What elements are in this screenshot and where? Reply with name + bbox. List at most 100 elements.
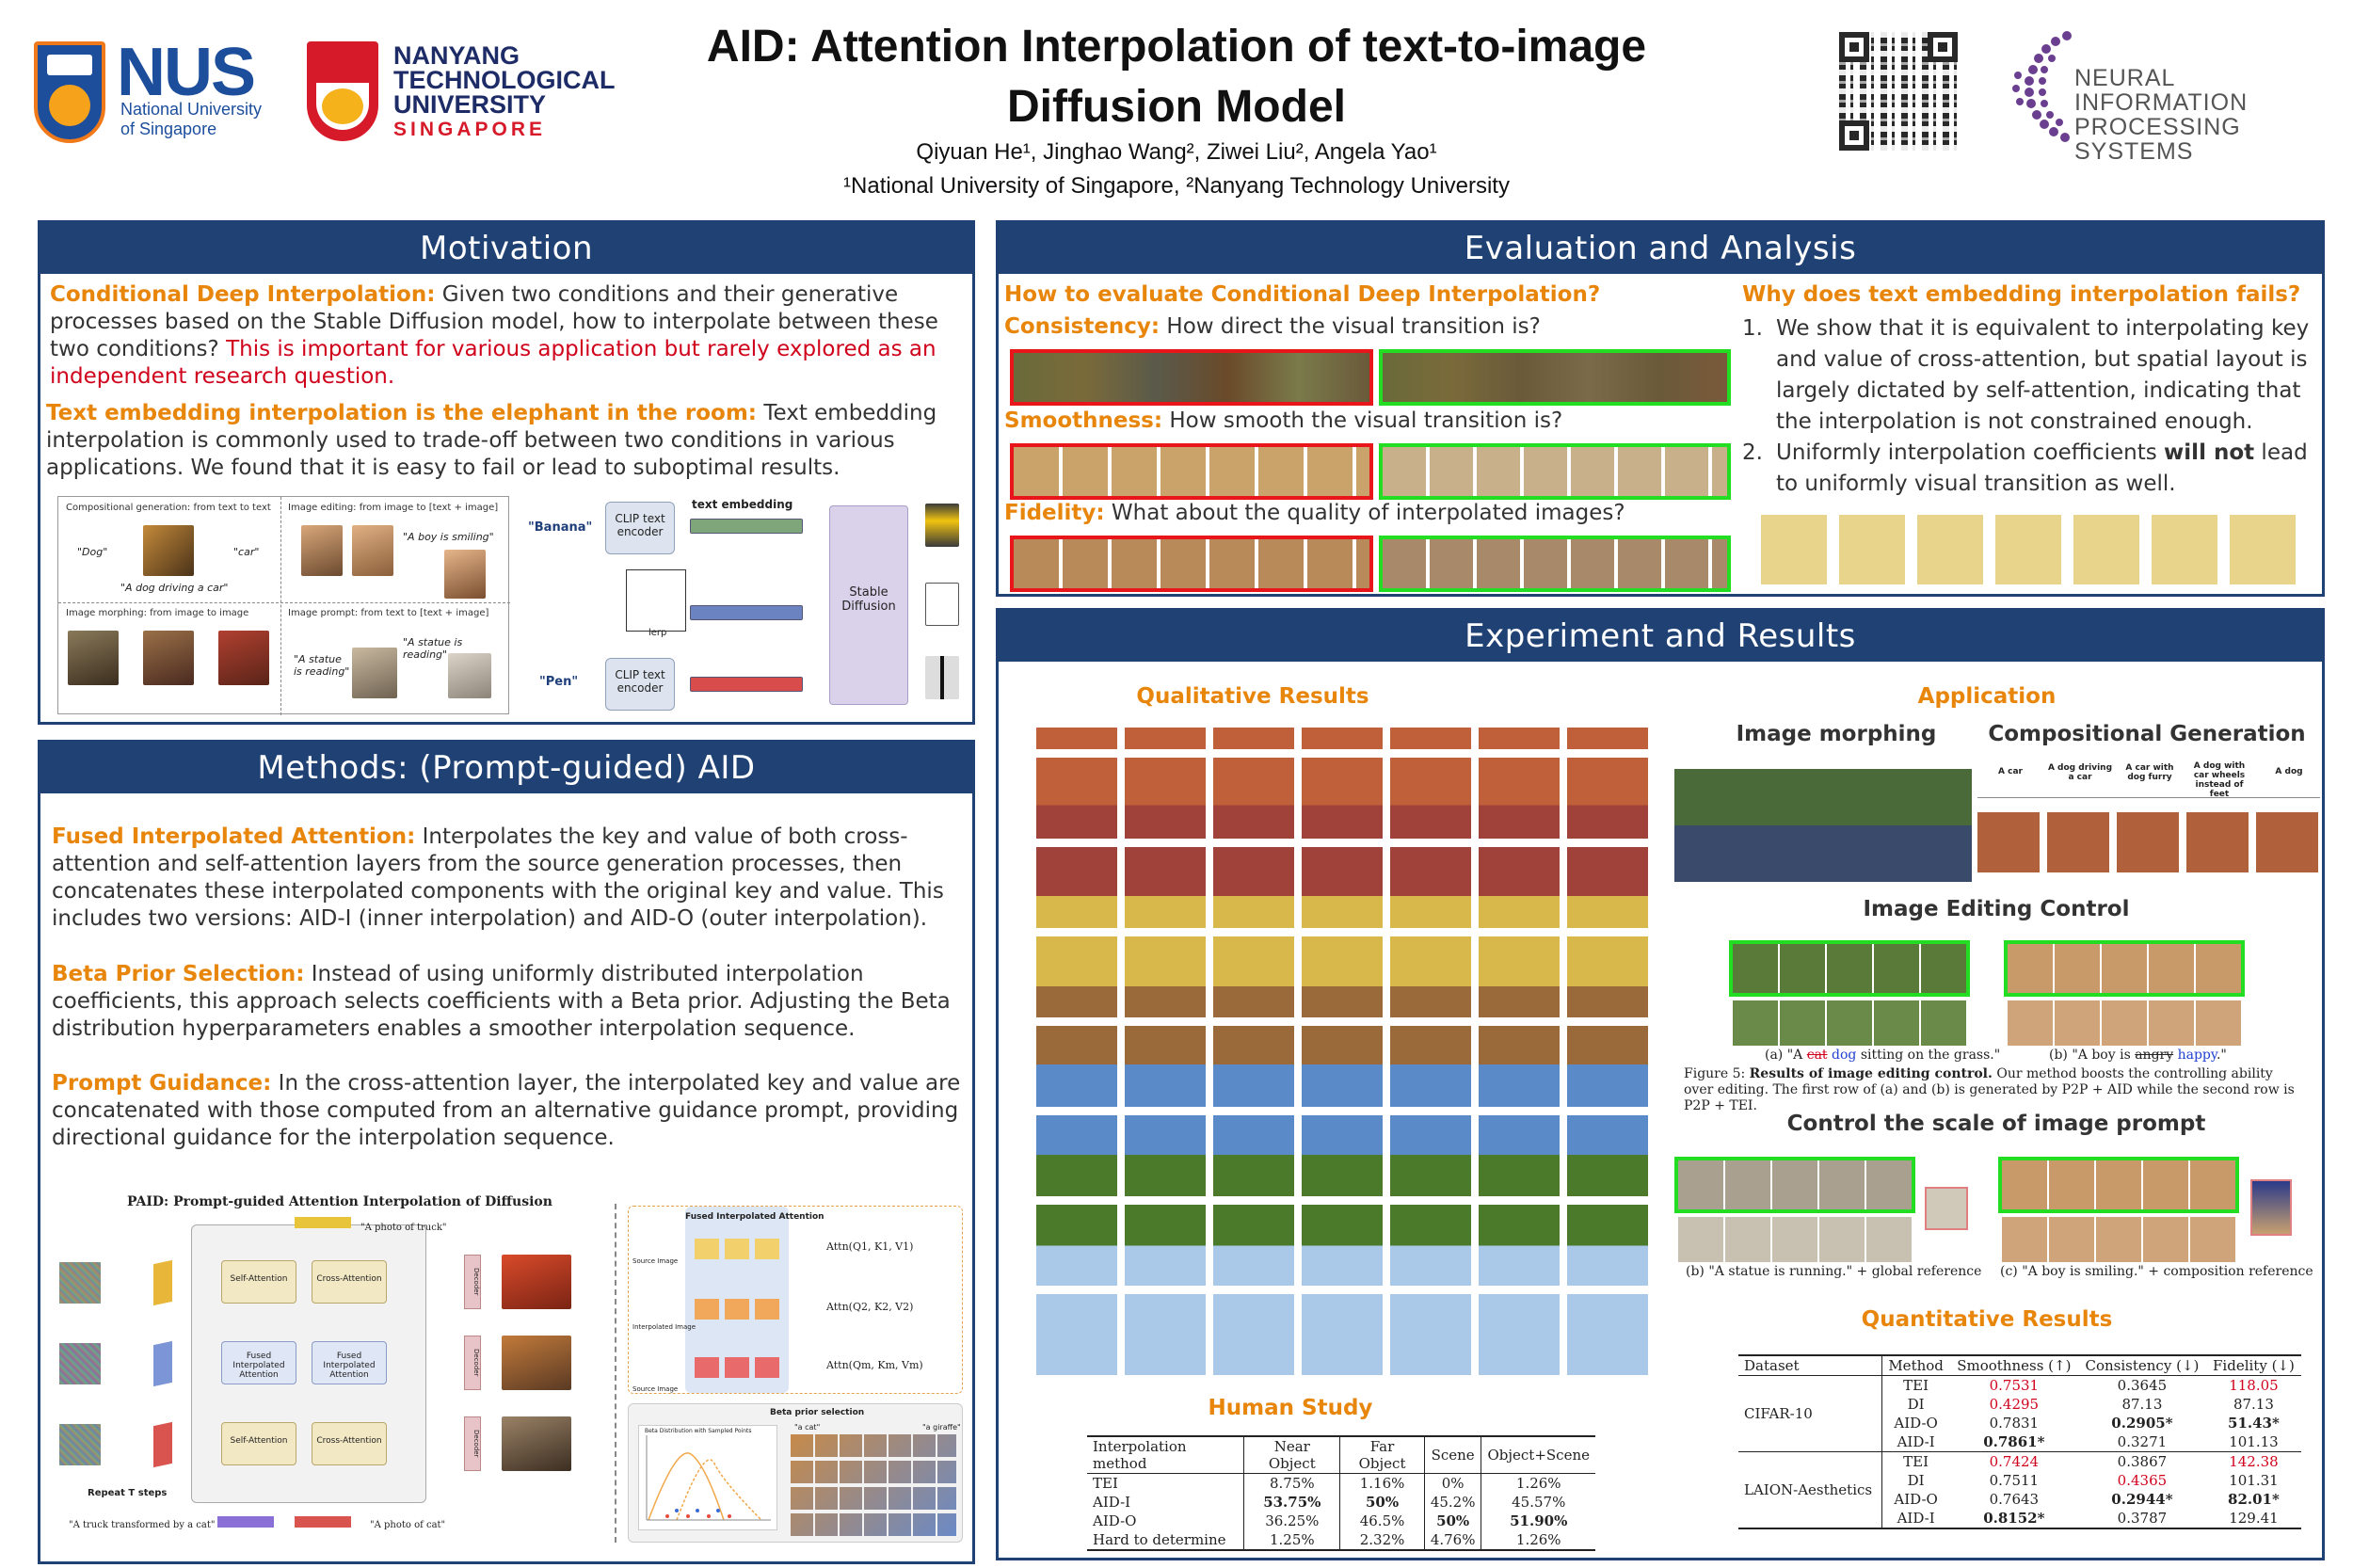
h-header-method: Interpolation method [1087,1436,1245,1474]
methods-guidance-paragraph: Prompt Guidance: In the cross-attention … [52,1071,961,1150]
h-header-far: Far Object [1339,1436,1425,1474]
methods-panel: Methods: (Prompt-guided) AID Fused Inter… [38,740,975,1564]
table-row: TEI 8.75% 1.16% 0% 1.26% [1087,1473,1595,1493]
statue-row2 [1678,1217,1912,1262]
h-header-objscene: Object+Scene [1487,1447,1590,1464]
morph-image-2 [143,631,194,685]
nus-subtitle: National University of Singapore [120,100,263,138]
q-cell: AID-O [1881,1490,1950,1509]
boy-row2 [2002,1217,2235,1262]
h-cell: 8.75% [1243,1473,1341,1493]
scale-prompt-label: Control the scale of image prompt [1786,1112,2206,1136]
morphing-label: Image morphing [1736,722,1937,746]
clip-encoder-1: CLIP text encoder [605,502,675,554]
ntu-shield-icon [307,41,378,141]
h-cell: 1.25% [1243,1530,1341,1550]
q-cell: AID-O [1881,1414,1950,1432]
statue-frame [1674,1157,1915,1213]
boy-image-1 [301,525,343,576]
giraffe-grid [791,1434,956,1536]
smoothness-red-frame [1010,443,1373,500]
boy-frame [1998,1157,2239,1213]
h-cell: Hard to determine [1087,1530,1245,1550]
editing-control-label: Image Editing Control [1863,897,2130,921]
boy-quote: "A boy is smiling" [403,531,494,543]
beta-plot-title: Beta Distribution with Sampled Points [645,1428,752,1434]
embedding-bar-3 [690,677,803,692]
why-item-2: 2. Uniformly interpolation coefficients w… [1742,440,2308,496]
caption-a: (a) "A cat dog sitting on the grass." [1765,1048,2001,1063]
img-prompt-label: Image prompt: from text to [text + image… [288,608,489,618]
figure-divider [615,1204,616,1543]
attn-formula-3: Attn(Qm, Km, Vm) [826,1359,923,1371]
h-cell: 1.26% [1515,1475,1561,1492]
quantitative-table-wrap: Dataset Method Smoothness (↑) Consistenc… [1738,1354,2301,1529]
mid-output [925,583,959,626]
evaluation-panel: Evaluation and Analysis How to evaluate … [996,220,2325,597]
neurips-logo-icon [2012,31,2072,142]
dog-car-quote: "A dog driving a car" [120,582,229,594]
a-cat-label: "a cat" [794,1423,821,1432]
table-row: DI 0.7511 0.4365 101.31 [1738,1471,2301,1490]
q-cell: 0.3867 [2117,1453,2168,1470]
evaluation-heading: Evaluation and Analysis [999,223,2322,274]
h-cell: AID-O [1087,1512,1245,1530]
boy-image-3 [444,550,486,599]
q-cell: 0.2905* [2111,1415,2173,1432]
statue-reference [1925,1187,1968,1230]
source-image-label-1: Source Image [632,1257,679,1265]
morph-image-3 [218,631,269,685]
table-row: AID-I 53.75% 50% 45.2% 45.57% [1087,1493,1595,1512]
banana-quote: "Banana" [528,520,593,535]
h-cell: 46.5% [1339,1512,1425,1530]
qr-code-icon [1839,32,1958,151]
encoder-block-2 [153,1340,172,1387]
poster-title: AID: Attention Interpolation of text-to-… [706,22,1647,132]
consistency-red-frame [1010,349,1373,406]
q-dataset-cifar: CIFAR-10 [1744,1405,1813,1422]
decoder-2: Decoder [464,1336,481,1390]
edit-cat-row2 [1733,1000,1966,1046]
noise-input-2 [59,1343,101,1384]
comp-image-strip [1977,812,2320,872]
q-cell: AID-I [1881,1432,1950,1452]
comp-caption-3: A car with dog furry [2125,763,2174,782]
h-cell: 36.25% [1243,1512,1341,1530]
q-cell: 0.8152* [1983,1510,2045,1527]
q-header-consistency: Consistency (↓) [2085,1357,2200,1374]
q-cell: TEI [1881,1375,1950,1395]
h-header-scene: Scene [1424,1436,1482,1474]
comp-caption-4: A dog with car wheels instead of feet [2193,761,2246,799]
caption-b: (b) "A boy is angry happy." [2049,1048,2227,1063]
q-cell: 142.38 [2229,1453,2279,1470]
q-cell: DI [1881,1395,1950,1414]
why-item-1: 1. We show that it is equivalent to inter… [1742,316,2310,434]
q-cell: 0.4295 [1989,1396,2040,1413]
beta-prior-detail: Beta prior selection Beta Distribution w… [628,1403,963,1543]
h-cell: 51.90% [1510,1512,1568,1529]
pen-quote: "Pen" [539,675,579,689]
motivation-paragraph-2: Text embedding interpolation is the elep… [46,401,937,480]
authors: Qiyuan He¹, Jinghao Wang², Ziwei Liu², A… [916,139,1437,165]
h-cell: 1.26% [1515,1531,1561,1548]
table-row: AID-O 0.7831 0.2905* 51.43* [1738,1414,2301,1432]
h-cell: 45.57% [1512,1494,1566,1511]
qkv-row-2 [695,1299,779,1320]
statue-image-2 [448,653,491,698]
motivation-paragraph-1: Conditional Deep Interpolation: Given tw… [50,282,938,389]
attn-formula-1: Attn(Q1, K1, V1) [826,1240,914,1253]
qkv-row-1 [695,1239,779,1259]
beta-curve-icon [646,1435,771,1521]
nus-wordmark: NUS [117,35,256,110]
table-row: AID-O 0.7643 0.2944* 82.01* [1738,1490,2301,1509]
q-cell: 0.4365 [2117,1472,2168,1489]
boy-image-2 [352,525,393,576]
smoothness-question: Smoothness: How smooth the visual transi… [1004,408,1563,433]
q-cell: 0.7511 [1989,1472,2040,1489]
h-cell: 50% [1424,1512,1482,1530]
comp-gen-label: Compositional generation: from text to t… [66,503,271,513]
fused-self-box: Fused Interpolated Attention [221,1341,296,1384]
repeat-steps-label: Repeat T steps [88,1488,168,1498]
lerp-box [626,569,686,632]
clip-encoder-2: CLIP text encoder [605,658,675,711]
